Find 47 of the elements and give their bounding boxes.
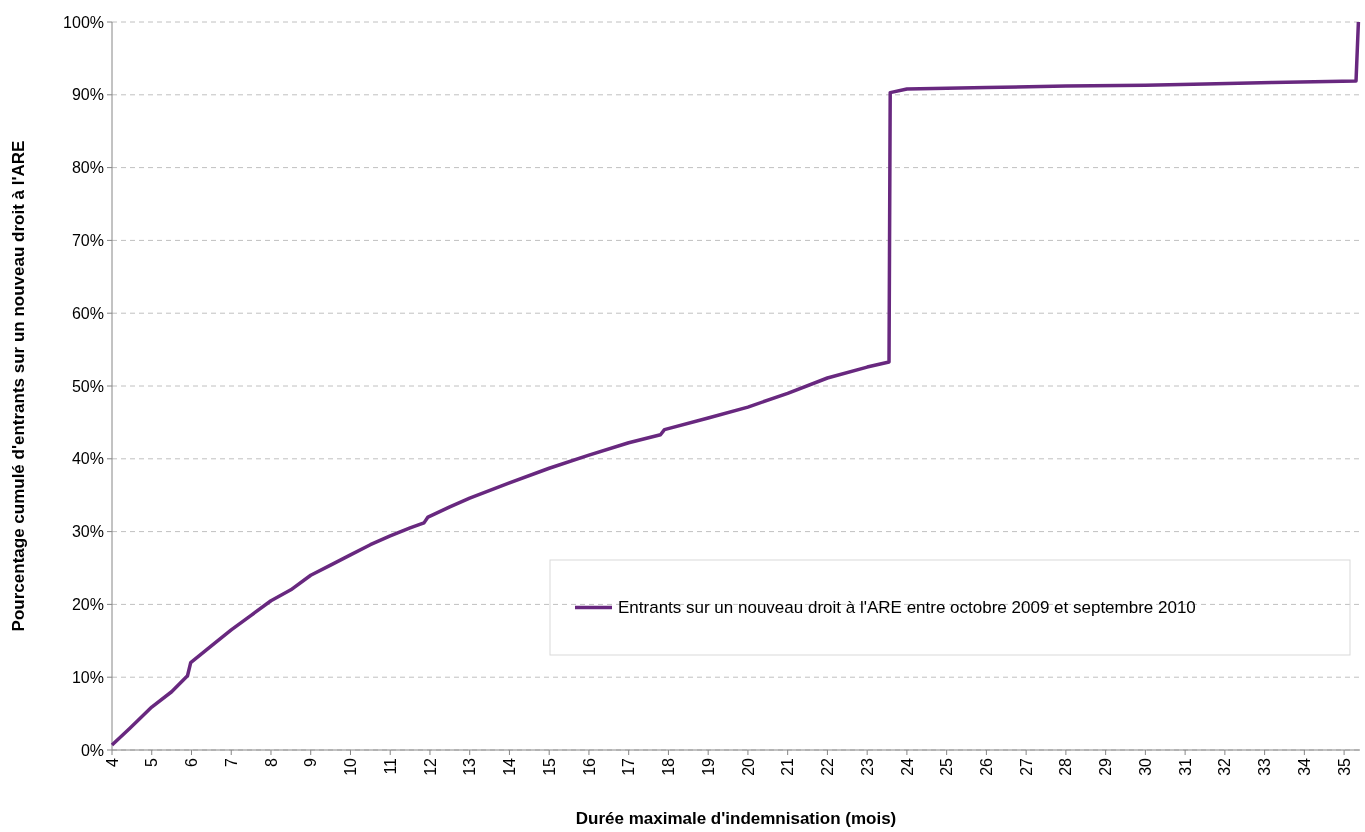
y-tick-label: 80% bbox=[71, 159, 104, 177]
x-tick-label: 11 bbox=[381, 757, 399, 775]
x-tick-label: 8 bbox=[262, 757, 280, 767]
x-tick-label: 26 bbox=[977, 757, 995, 776]
y-tick-label: 50% bbox=[71, 377, 104, 395]
x-tick-label: 14 bbox=[501, 757, 519, 776]
x-tick-label: 15 bbox=[540, 757, 558, 776]
x-tick-label: 5 bbox=[143, 757, 161, 767]
x-tick-label: 27 bbox=[1017, 757, 1035, 776]
x-tick-label: 25 bbox=[938, 757, 956, 776]
x-tick-label: 23 bbox=[858, 757, 876, 776]
y-tick-label: 90% bbox=[71, 86, 104, 104]
x-tick-label: 16 bbox=[580, 757, 598, 776]
x-tick-label: 24 bbox=[898, 757, 916, 776]
line-series bbox=[110, 20, 1361, 747]
x-axis-title: Durée maximale d'indemnisation (mois) bbox=[575, 809, 897, 828]
y-tick-label: 40% bbox=[71, 450, 104, 468]
x-tick-label: 9 bbox=[302, 757, 320, 767]
x-tick-label: 12 bbox=[421, 757, 439, 776]
y-axis-title: Pourcentage cumulé d'entrants sur un nouveau droit à l'ARE bbox=[9, 140, 28, 632]
x-tick-label: 32 bbox=[1216, 757, 1234, 776]
x-tick-label: 13 bbox=[461, 757, 479, 776]
x-tick-label: 30 bbox=[1136, 757, 1154, 776]
x-tick-label: 17 bbox=[620, 757, 638, 776]
y-tick-label: 0% bbox=[80, 741, 104, 759]
y-tick-label: 100% bbox=[63, 13, 104, 31]
x-tick-label: 20 bbox=[739, 757, 757, 776]
x-tick-label: 10 bbox=[342, 757, 360, 776]
x-tick-label: 21 bbox=[779, 757, 797, 776]
legend-label: Entrants sur un nouveau droit à l'ARE entre octobre 2009 et septembre 2010 bbox=[618, 598, 1196, 618]
x-tick-label: 6 bbox=[183, 757, 201, 767]
y-tick-label: 20% bbox=[71, 596, 104, 613]
x-tick-label: 7 bbox=[222, 757, 240, 767]
x-tick-label: 31 bbox=[1176, 757, 1194, 776]
y-tick-label: 60% bbox=[71, 304, 104, 322]
x-tick-label: 33 bbox=[1256, 757, 1274, 776]
x-tick-label: 28 bbox=[1057, 757, 1075, 776]
x-tick-label: 29 bbox=[1097, 757, 1115, 776]
y-tick-label: 10% bbox=[71, 668, 104, 686]
x-tick-label: 18 bbox=[660, 757, 678, 776]
x-tick-label: 19 bbox=[699, 757, 717, 776]
x-tick-label: 22 bbox=[819, 757, 837, 776]
x-tick-label: 34 bbox=[1295, 757, 1313, 776]
y-tick-label: 30% bbox=[71, 523, 104, 541]
x-tick-label: 35 bbox=[1335, 757, 1353, 776]
y-tick-label: 70% bbox=[71, 232, 104, 249]
x-tick-label: 4 bbox=[103, 757, 121, 767]
